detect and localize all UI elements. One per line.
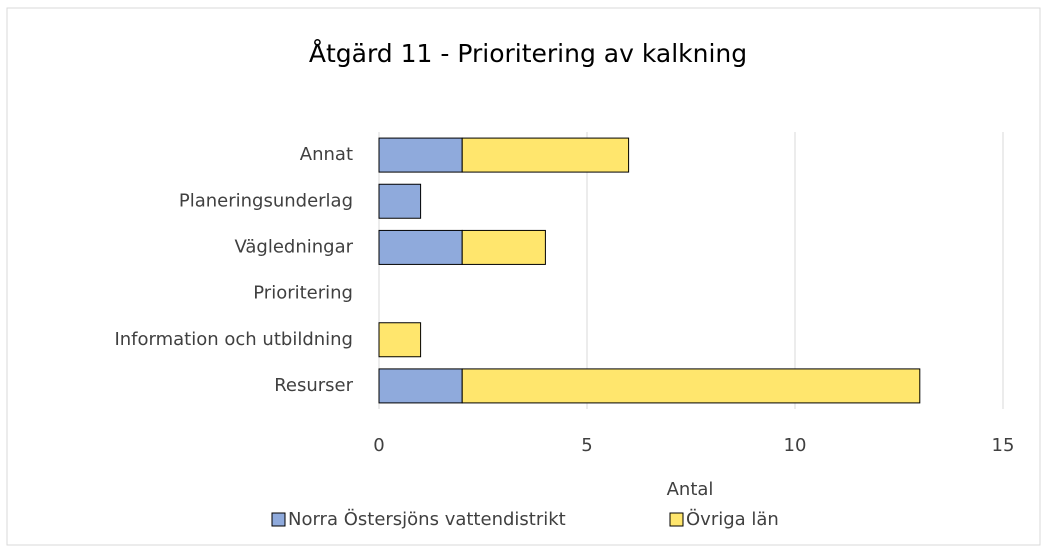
bar-segment <box>378 183 422 219</box>
y-tick-label: Vägledningar <box>234 236 353 257</box>
legend-label: Norra Östersjöns vattendistrikt <box>288 508 566 530</box>
legend-label: Övriga län <box>686 508 779 530</box>
bar-segment <box>461 368 921 404</box>
y-tick-label: Resurser <box>274 375 353 396</box>
x-tick-label: 15 <box>992 435 1015 456</box>
bar-segment <box>378 322 422 358</box>
x-tick-label: 5 <box>581 435 592 456</box>
bar-segment <box>378 137 463 173</box>
x-axis-label: Antal <box>667 479 714 500</box>
x-tick-label: 0 <box>373 435 384 456</box>
chart-title: Åtgärd 11 - Prioritering av kalkning <box>309 39 747 68</box>
y-tick-label: Annat <box>300 144 353 165</box>
bar-segment <box>378 229 463 265</box>
bar-segment <box>461 229 546 265</box>
legend-swatch <box>271 512 286 527</box>
bar-segment <box>378 368 463 404</box>
y-tick-label: Prioritering <box>253 283 353 304</box>
x-tick-label: 10 <box>784 435 807 456</box>
bar-segment <box>461 137 630 173</box>
chart-frame <box>6 7 1041 546</box>
y-tick-label: Planeringsunderlag <box>179 190 353 211</box>
y-tick-label: Information och utbildning <box>114 329 353 350</box>
legend-swatch <box>669 512 684 527</box>
